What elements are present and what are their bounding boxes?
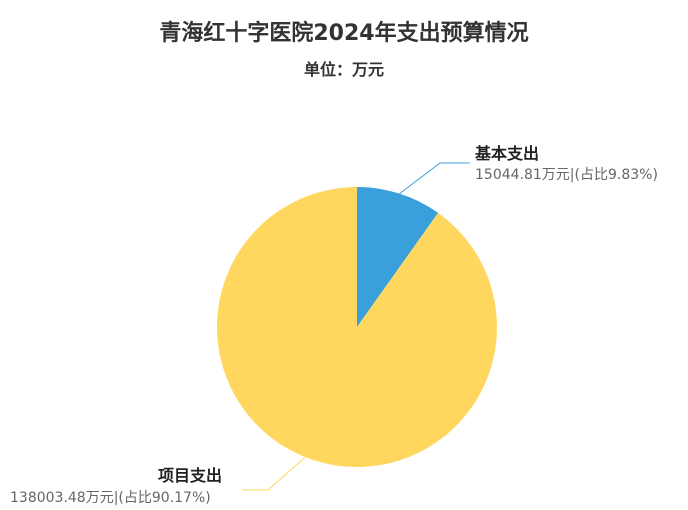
- chart-subtitle: 单位：万元: [304, 60, 384, 79]
- chart-title: 青海红十字医院2024年支出预算情况: [159, 20, 528, 46]
- slice-value-basic: 15044.81万元|(占比9.83%): [475, 167, 658, 183]
- pie-slices: [216, 187, 497, 468]
- slice-name-project: 项目支出: [158, 466, 222, 485]
- pie-slice-basic: [357, 187, 439, 327]
- pie-slice-project: [216, 187, 497, 468]
- leader-line-project: [242, 456, 306, 491]
- slice-label-project: 项目支出 138003.48万元|(占比90.17%): [10, 456, 306, 506]
- slice-label-basic: 基本支出 15044.81万元|(占比9.83%): [399, 144, 658, 194]
- leader-line-basic: [399, 162, 470, 194]
- slice-value-project: 138003.48万元|(占比90.17%): [10, 490, 211, 506]
- slice-name-basic: 基本支出: [474, 144, 539, 163]
